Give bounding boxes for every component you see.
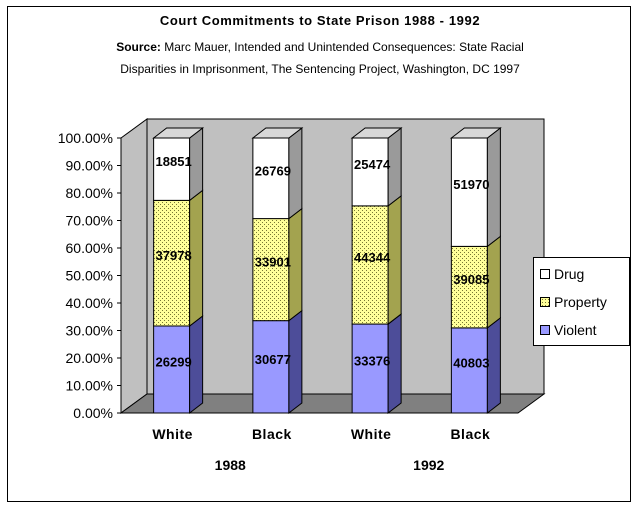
y-tick-label: 40.00% — [66, 295, 113, 311]
data-label-violent-0: 26299 — [156, 354, 192, 369]
source-text-line2: Disparities in Imprisonment, The Sentenc… — [120, 62, 520, 76]
y-tick-label: 60.00% — [66, 240, 113, 256]
bar-violent-1 — [252, 320, 290, 414]
bar-violent-0 — [153, 325, 191, 414]
y-tick-label: 30.00% — [66, 323, 113, 339]
y-tick-label: 10.00% — [66, 378, 113, 394]
y-tick-label: 80.00% — [66, 185, 113, 201]
x-group-label-1: 1992 — [413, 457, 444, 473]
legend-label-violent: Violent — [554, 322, 597, 338]
legend-label-property: Property — [554, 294, 607, 310]
x-tick-label-3: Black — [450, 426, 490, 442]
x-tick-label-1: Black — [252, 426, 292, 442]
bar-top-3 — [449, 127, 502, 139]
legend: Drug Property Violent — [533, 257, 630, 346]
bar-top-1 — [251, 127, 304, 139]
bar-drug-1 — [252, 137, 290, 220]
data-label-drug-3: 51970 — [453, 177, 489, 192]
data-label-property-2: 44344 — [354, 250, 391, 265]
legend-item-drug: Drug — [540, 266, 584, 282]
legend-swatch-property — [540, 297, 550, 307]
legend-swatch-drug — [540, 269, 550, 279]
data-label-violent-3: 40803 — [453, 355, 489, 370]
data-label-property-3: 39085 — [453, 272, 489, 287]
bar-top-2 — [350, 127, 403, 139]
bar-drug-3 — [450, 137, 488, 247]
source-text-line1: Marc Mauer, Intended and Unintended Cons… — [164, 40, 524, 54]
source-label: Source: — [116, 40, 161, 54]
data-label-drug-1: 26769 — [255, 163, 291, 178]
bar-property-2 — [351, 205, 389, 325]
y-tick-label: 0.00% — [73, 405, 113, 421]
data-label-drug-0: 18851 — [156, 154, 192, 169]
x-tick-label-2: White — [351, 426, 392, 442]
chart-title: Court Commitments to State Prison 1988 -… — [159, 13, 481, 28]
data-label-violent-2: 33376 — [354, 354, 390, 369]
data-label-property-0: 37978 — [156, 248, 192, 263]
chart-source: Source: Marc Mauer, Intended and Uninten… — [0, 40, 640, 54]
legend-swatch-violent — [540, 325, 550, 335]
x-group-label-0: 1988 — [215, 457, 246, 473]
bar-violent-2 — [351, 323, 389, 414]
y-tick-label: 90.00% — [66, 158, 113, 174]
x-tick-label-0: White — [152, 426, 193, 442]
y-tick-label: 50.00% — [66, 268, 113, 284]
data-label-property-1: 33901 — [255, 255, 291, 270]
y-tick-label: 70.00% — [66, 213, 113, 229]
bar-property-1 — [252, 218, 290, 322]
legend-item-violent: Violent — [540, 322, 597, 338]
bar-top-0 — [152, 127, 205, 139]
y-tick-label: 100.00% — [58, 130, 113, 146]
legend-label-drug: Drug — [554, 266, 585, 282]
y-tick-label: 20.00% — [66, 350, 113, 366]
legend-item-property: Property — [540, 294, 607, 310]
bar-property-3 — [450, 245, 488, 329]
data-label-drug-2: 25474 — [354, 157, 391, 172]
data-label-violent-1: 30677 — [255, 352, 291, 367]
plot-side-wall — [120, 118, 148, 414]
